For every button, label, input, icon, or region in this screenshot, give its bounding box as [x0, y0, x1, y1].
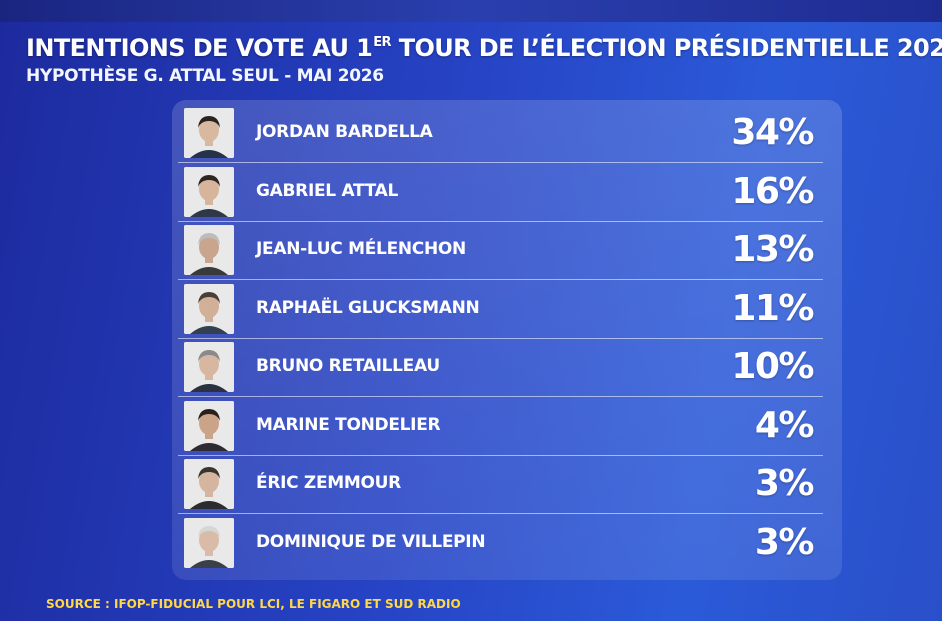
candidate-name: JEAN-LUC MÉLENCHON — [256, 239, 466, 259]
top-strip — [0, 0, 942, 22]
source-note: SOURCE : IFOP-FIDUCIAL POUR LCI, LE FIGA… — [46, 597, 461, 611]
candidate-percentage: 10% — [731, 346, 814, 387]
candidate-row: GABRIEL ATTAL 16% — [178, 163, 823, 222]
candidate-portrait — [184, 225, 234, 275]
candidate-percentage: 34% — [731, 112, 814, 153]
candidate-name: DOMINIQUE DE VILLEPIN — [256, 531, 486, 552]
candidate-name: RAPHAËL GLUCKSMANN — [256, 297, 480, 318]
candidate-name: BRUNO RETAILLEAU — [256, 356, 440, 376]
candidate-row: JEAN-LUC MÉLENCHON 13% — [178, 221, 823, 280]
candidate-percentage: 16% — [731, 170, 814, 212]
candidate-row: ÉRIC ZEMMOUR 3% — [178, 455, 823, 514]
candidate-percentage: 13% — [731, 229, 814, 270]
candidate-portrait — [184, 342, 234, 392]
candidate-portrait — [184, 108, 234, 158]
candidate-portrait — [184, 459, 234, 509]
candidate-portrait — [184, 517, 234, 568]
candidate-row: BRUNO RETAILLEAU 10% — [178, 338, 823, 397]
chart-subtitle: HYPOTHÈSE G. ATTAL SEUL - MAI 2026 — [26, 66, 384, 86]
candidate-name: ÉRIC ZEMMOUR — [256, 473, 401, 493]
title-part-2: TOUR DE L’ÉLECTION PRÉSIDENTIELLE 2027 — [390, 34, 942, 62]
candidate-percentage: 3% — [754, 521, 815, 563]
candidate-portrait — [184, 400, 234, 451]
candidate-name: GABRIEL ATTAL — [256, 180, 399, 201]
title-superscript: ER — [373, 35, 391, 50]
candidate-row: JORDAN BARDELLA 34% — [178, 104, 823, 163]
candidate-row: MARINE TONDELIER 4% — [178, 397, 823, 456]
results-panel — [172, 100, 842, 580]
candidate-percentage: 4% — [754, 404, 815, 446]
candidate-percentage: 11% — [731, 287, 814, 329]
candidate-portrait — [184, 166, 234, 217]
candidate-row: RAPHAËL GLUCKSMANN 11% — [178, 280, 823, 339]
candidate-portrait — [184, 283, 234, 334]
candidate-row: DOMINIQUE DE VILLEPIN 3% — [178, 514, 823, 572]
title-part-1: INTENTIONS DE VOTE AU 1 — [26, 34, 373, 62]
candidate-name: MARINE TONDELIER — [256, 414, 441, 435]
chart-title: INTENTIONS DE VOTE AU 1ER TOUR DE L’ÉLEC… — [26, 34, 942, 62]
candidate-name: JORDAN BARDELLA — [256, 122, 433, 142]
candidate-percentage: 3% — [754, 463, 815, 504]
